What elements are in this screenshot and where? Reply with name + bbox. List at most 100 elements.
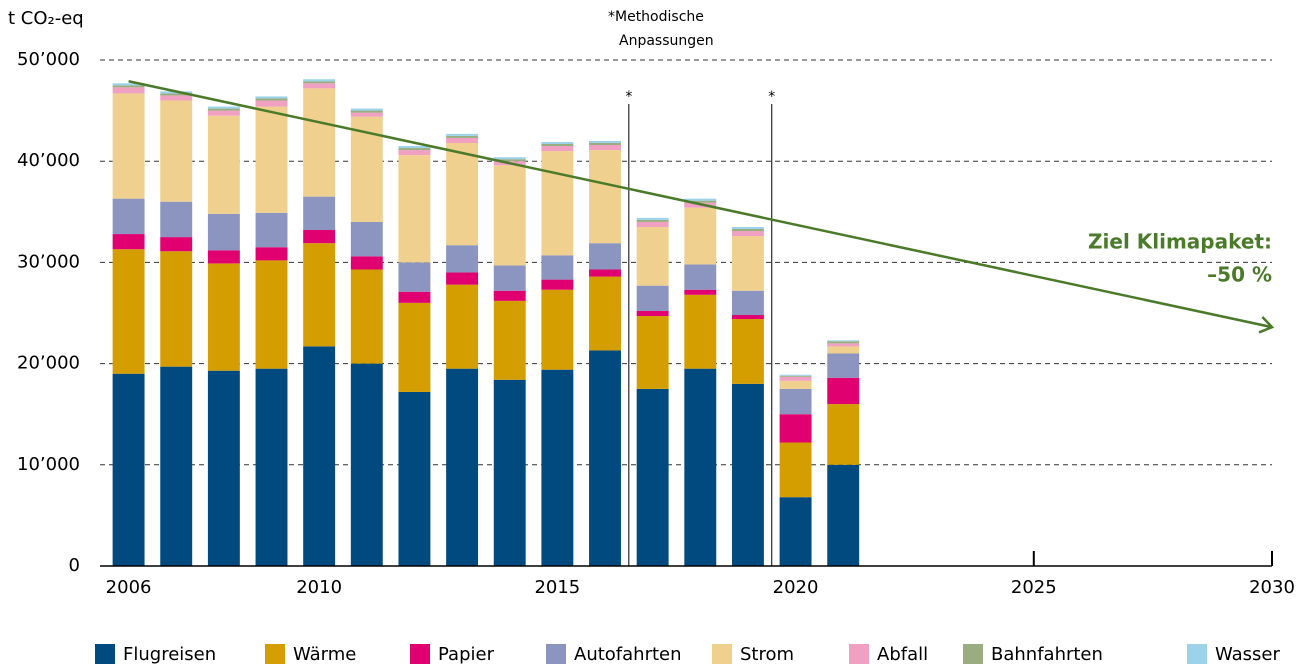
- note: Anpassungen: [619, 33, 714, 49]
- legend-label: Bahnfahrten: [991, 644, 1103, 665]
- bar-segment: [636, 221, 669, 227]
- bar-segment: [160, 93, 193, 96]
- bar-segment: [589, 140, 621, 143]
- bar-segment: [112, 198, 145, 235]
- bar-segment: [589, 269, 621, 277]
- bar-segment: [207, 106, 240, 109]
- bar-segment: [255, 106, 288, 213]
- bar-segment: [636, 226, 669, 286]
- legend-swatch: [849, 644, 869, 664]
- bar-segment: [160, 201, 193, 238]
- bar-segment: [207, 263, 240, 371]
- bar-segment: [160, 100, 193, 202]
- legend-swatch: [546, 644, 566, 664]
- bar-segment: [779, 374, 812, 376]
- bar-segment: [112, 85, 145, 88]
- bar-segment: [207, 110, 240, 116]
- bar-segment: [207, 370, 240, 566]
- bar-segment: [112, 249, 145, 374]
- bar-segment: [589, 150, 621, 244]
- y-tick-label: 10’000: [17, 454, 80, 475]
- bar-segment: [350, 221, 383, 257]
- bar-segment: [636, 217, 669, 220]
- bar-segment: [446, 284, 479, 369]
- bar-segment: [207, 213, 240, 251]
- bar-segment: [207, 115, 240, 214]
- bar-segment: [446, 272, 479, 285]
- bar-segment: [303, 230, 336, 244]
- bar-segment: [636, 310, 669, 317]
- bar-segment: [541, 279, 574, 290]
- bar-segment: [160, 251, 193, 367]
- bar-segment: [541, 289, 574, 370]
- bar-segment: [541, 369, 574, 566]
- bar-segment: [731, 383, 764, 566]
- bar-segment: [446, 135, 479, 138]
- legend-label: Abfall: [877, 644, 928, 665]
- y-tick-label: 20’000: [17, 353, 80, 374]
- bar-segment: [589, 243, 621, 270]
- bar-segment: [589, 142, 621, 146]
- bar-segment: [731, 231, 764, 237]
- bar-segment: [684, 289, 717, 295]
- bar-segment: [112, 234, 145, 250]
- bar-segment: [446, 133, 479, 136]
- bar-segment: [779, 388, 812, 415]
- bar-segment: [684, 198, 717, 201]
- bar-segment: [684, 207, 717, 265]
- y-axis-label: t CO₂-eq: [8, 8, 84, 29]
- bar-segment: [350, 269, 383, 364]
- bar-segment: [255, 212, 288, 248]
- bar-segment: [255, 98, 288, 101]
- bar-segment: [160, 237, 193, 252]
- bar-segment: [731, 229, 764, 232]
- bar-segment: [160, 95, 193, 101]
- y-tick-label: 30’000: [17, 251, 80, 272]
- x-tick-label: 2020: [773, 577, 819, 598]
- bar-segment: [779, 497, 812, 566]
- bar-segment: [160, 366, 193, 566]
- bar-segment: [112, 83, 145, 86]
- bar-segment: [398, 391, 431, 566]
- bar-segment: [493, 300, 526, 380]
- legend-label: Wasser: [1215, 644, 1281, 665]
- legend-label: Papier: [438, 644, 495, 665]
- bar-segment: [303, 88, 336, 197]
- trend-line: [128, 80, 1273, 329]
- bar-segment: [827, 353, 860, 378]
- bar-segment: [827, 341, 860, 344]
- bar-segment: [255, 260, 288, 369]
- trend-arrowhead: [1258, 316, 1275, 334]
- bar-segment: [731, 236, 764, 291]
- bar-segment: [493, 159, 526, 162]
- bar-segment: [398, 291, 431, 303]
- bar-segment: [112, 87, 145, 94]
- bar-segment: [779, 375, 812, 377]
- bar-segment: [541, 146, 574, 152]
- bar-segment: [827, 340, 860, 342]
- bar-segment: [493, 290, 526, 301]
- bar-segment: [731, 226, 764, 230]
- bar-segment: [207, 108, 240, 111]
- bar-segment: [493, 157, 526, 160]
- bar-segment: [398, 302, 431, 392]
- bar-segment: [779, 376, 812, 381]
- x-tick-label: 2010: [296, 577, 342, 598]
- bar-segment: [350, 112, 383, 117]
- bar-segment: [446, 368, 479, 566]
- bar-segment: [303, 346, 336, 566]
- bar-segment: [446, 137, 479, 143]
- bar-segment: [255, 247, 288, 261]
- bar-segment: [827, 377, 860, 405]
- bar-segment: [589, 145, 621, 151]
- bar-segment: [827, 464, 860, 566]
- bar-segment: [541, 141, 574, 144]
- bar-segment: [541, 143, 574, 147]
- bar-segment: [398, 148, 431, 151]
- bar-segment: [541, 255, 574, 280]
- legend-swatch: [712, 644, 732, 664]
- legend-swatch: [265, 644, 285, 664]
- legend-label: Strom: [740, 644, 794, 665]
- x-tick-label: 2015: [534, 577, 580, 598]
